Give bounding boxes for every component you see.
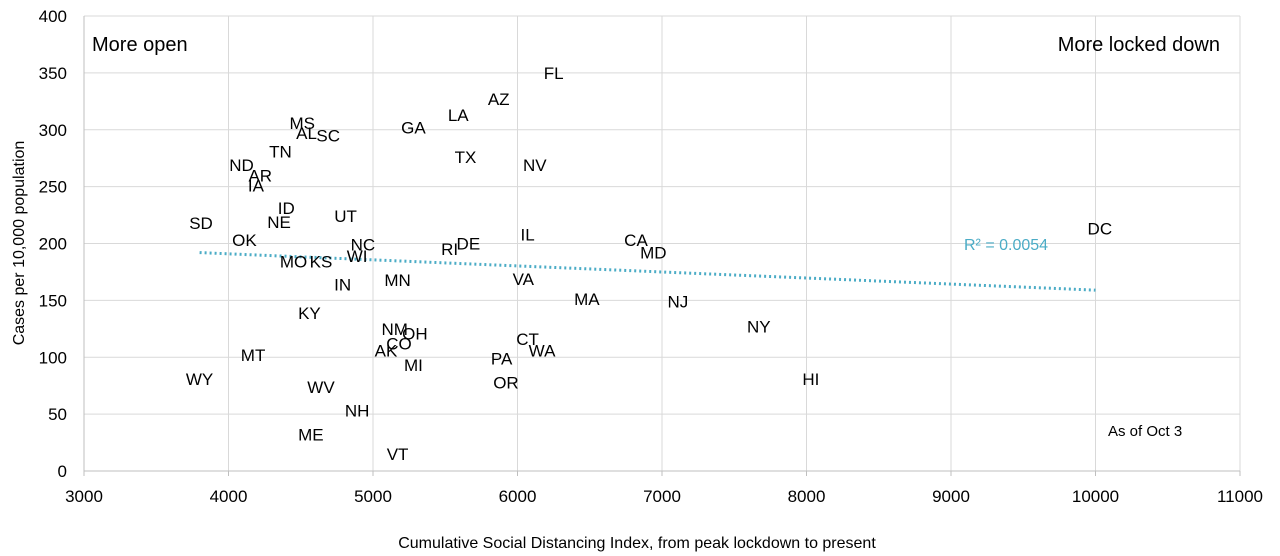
point-label-nh: NH (345, 402, 370, 421)
x-tick-label: 10000 (1072, 487, 1119, 506)
point-label-pa: PA (491, 349, 513, 368)
x-tick-label: 8000 (788, 487, 826, 506)
x-tick-label: 3000 (65, 487, 103, 506)
point-label-ca: CA (624, 231, 648, 250)
point-label-co: CO (386, 335, 412, 354)
point-label-vt: VT (387, 445, 409, 464)
y-tick-label: 200 (39, 235, 67, 254)
point-label-tx: TX (455, 148, 477, 167)
y-tick-label: 250 (39, 178, 67, 197)
point-label-nj: NJ (668, 293, 689, 312)
y-tick-label: 50 (48, 405, 67, 424)
point-label-az: AZ (488, 90, 510, 109)
x-tick-label: 4000 (210, 487, 248, 506)
point-label-nc: NC (351, 236, 376, 255)
point-label-la: LA (448, 106, 469, 125)
point-label-ut: UT (334, 207, 357, 226)
y-tick-label: 400 (39, 7, 67, 26)
point-label-mi: MI (404, 356, 423, 375)
axes (83, 16, 1241, 476)
point-label-il: IL (521, 225, 535, 244)
point-label-sd: SD (189, 214, 213, 233)
point-label-nm: NM (381, 320, 407, 339)
point-label-mn: MN (384, 271, 410, 290)
point-label-wy: WY (186, 370, 213, 389)
point-label-ny: NY (747, 318, 771, 337)
point-label-ne: NE (267, 213, 291, 232)
point-label-va: VA (513, 270, 535, 289)
point-label-mt: MT (241, 346, 266, 365)
x-axis-title: Cumulative Social Distancing Index, from… (398, 535, 876, 552)
annotation-date-note: As of Oct 3 (1108, 423, 1182, 440)
point-label-ms: MS (289, 114, 315, 133)
point-label-wi: WI (347, 247, 368, 266)
y-tick-label: 350 (39, 64, 67, 83)
tick-labels: 3000 4000 5000 6000 7000 8000 9000 10000 11000 0 5… (39, 7, 1263, 506)
annotation-more-locked-down: More locked down (1058, 34, 1220, 56)
point-label-ky: KY (298, 304, 321, 323)
grid-lines (84, 15, 1241, 471)
y-tick-label: 100 (39, 348, 67, 367)
point-label-dc: DC (1088, 220, 1113, 239)
point-label-me: ME (298, 426, 324, 445)
point-label-ia: IA (248, 176, 265, 195)
r-squared-label: R² = 0.0054 (964, 237, 1048, 254)
point-label-nv: NV (523, 156, 547, 175)
point-label-in: IN (334, 275, 351, 294)
point-label-ar: AR (248, 166, 272, 185)
point-label-or: OR (493, 373, 519, 392)
point-label-ks: KS (310, 253, 333, 272)
x-tick-label: 11000 (1217, 487, 1263, 506)
point-label-ma: MA (574, 290, 600, 309)
point-label-nd: ND (229, 156, 254, 175)
point-label-ri: RI (441, 240, 458, 259)
point-label-fl: FL (544, 64, 564, 83)
point-label-hi: HI (802, 370, 819, 389)
point-label-de: DE (457, 235, 481, 254)
point-label-ok: OK (232, 231, 257, 250)
x-tick-label: 5000 (354, 487, 392, 506)
annotation-more-open: More open (92, 34, 188, 56)
y-tick-label: 300 (39, 121, 67, 140)
point-label-sc: SC (316, 126, 340, 145)
point-label-ct: CT (516, 330, 539, 349)
point-label-al: AL (296, 124, 317, 143)
y-axis-title: Cases per 10,000 population (11, 141, 28, 346)
x-tick-label: 9000 (932, 487, 970, 506)
point-label-wa: WA (529, 341, 556, 360)
x-tick-label: 6000 (499, 487, 537, 506)
point-label-ak: AK (375, 341, 398, 360)
point-label-oh: OH (402, 324, 428, 343)
x-tick-label: 7000 (643, 487, 681, 506)
point-label-md: MD (640, 244, 666, 263)
point-label-tn: TN (269, 142, 292, 161)
y-tick-label: 150 (39, 291, 67, 310)
point-label-mo: MO (280, 253, 307, 272)
point-label-ga: GA (401, 118, 426, 137)
point-label-wv: WV (307, 378, 335, 397)
y-tick-label: 0 (58, 462, 67, 481)
point-label-id: ID (278, 199, 295, 218)
